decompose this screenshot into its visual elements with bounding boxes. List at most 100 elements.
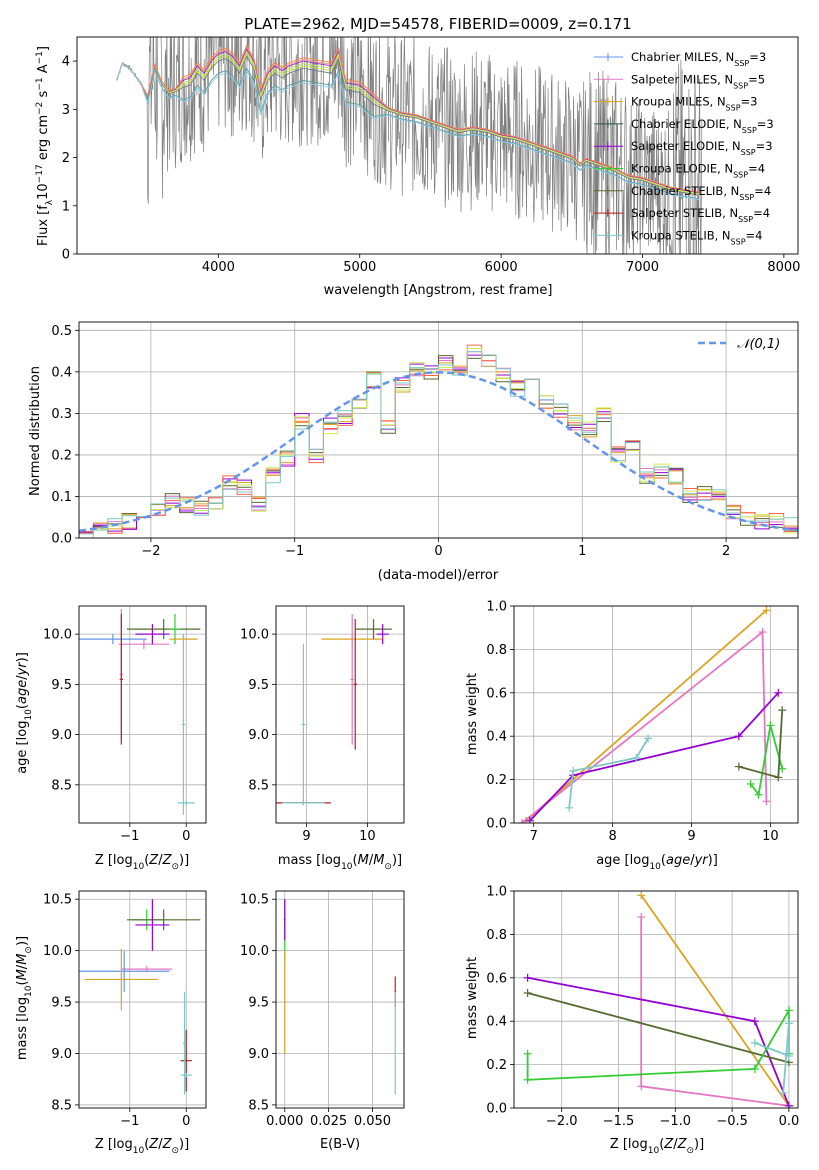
model-curve [116, 52, 700, 195]
residuals-xlabel: (data-model)/error [378, 568, 499, 583]
axes-frame [78, 890, 207, 1109]
x-tick-label: −2 [141, 544, 160, 559]
spectrum-legend: Chabrier MILES, NSSP=3 Salpeter MILES, NS… [594, 50, 774, 246]
legend-label: Salpeter STELIB, NSSP=4 [631, 206, 770, 224]
gauss-legend-label: 𝒩(0,1) [737, 337, 780, 352]
axes-frame [76, 36, 799, 255]
legend-subscript: SSP [733, 81, 748, 90]
y-tick-label: 1.0 [486, 885, 507, 900]
y-tick-label: 0.5 [51, 324, 72, 339]
y-tick-label: 8.5 [51, 778, 72, 793]
legend-subscript: SSP [734, 59, 749, 68]
legend-count: =4 [746, 228, 763, 242]
legend-subscript: SSP [738, 215, 753, 224]
x-tick-label: −1 [120, 1114, 139, 1129]
x-tick-label: 7000 [626, 260, 659, 275]
y-tick-label: 9.0 [248, 728, 269, 743]
mass-weight-vs-age-ylabel: mass weight [465, 673, 480, 755]
y-tick-label: 4 [62, 55, 70, 70]
residuals-clip-group [79, 344, 798, 538]
y-tick-label: 8.5 [248, 1098, 269, 1113]
spectrum-xlabel: wavelength [Angstrom, rest frame] [324, 283, 553, 298]
legend-label: Chabrier MILES, NSSP=3 [631, 50, 766, 68]
x-tick-label: 10 [762, 829, 779, 844]
x-tick-label: 1 [578, 544, 586, 559]
y-tick-label: 9.0 [51, 728, 72, 743]
age-vs-z-ylabel: age [log10(age/yr)] [15, 652, 34, 774]
axes-frame [513, 605, 799, 824]
y-tick-label: 0.6 [486, 971, 507, 986]
axes-frame [78, 605, 207, 824]
errorbar-clip-group [283, 899, 397, 1095]
weight-series-line [640, 917, 790, 1107]
legend-count: =3 [749, 50, 766, 64]
y-tick-label: 0.0 [51, 532, 72, 547]
y-tick-label: 0.4 [486, 730, 507, 745]
y-tick-label: 10.0 [240, 944, 269, 959]
mass-vs-z-xlabel: Z [log10(Z/Z⊙)] [95, 1137, 189, 1156]
y-tick-label: 8.5 [248, 778, 269, 793]
y-tick-label: 9.5 [248, 678, 269, 693]
residuals-plot-area: −2 −1 0 1 2 0.0 0.1 0.2 0.3 0.4 0.5 [51, 321, 799, 559]
y-tick-label: 1 [62, 199, 70, 214]
y-tick-label: 10.5 [43, 893, 72, 908]
age-vs-z-xlabel: Z [log10(Z/Z⊙)] [95, 853, 189, 872]
line-clip-group [523, 891, 793, 1108]
x-tick-label: 4000 [202, 260, 235, 275]
legend-count: =4 [753, 206, 770, 220]
legend-subscript: SSP [741, 148, 756, 157]
spectrum-ylabel: Flux [fλ10−17 erg cm−2 s−1 A−1] [35, 46, 55, 246]
mass-weight-vs-age-xlabel: age [log10(age/yr)] [596, 853, 718, 872]
line-clip-group [517, 606, 787, 823]
x-tick-label: 5000 [343, 260, 376, 275]
weight-series-line [754, 1023, 790, 1093]
x-tick-label: 0.050 [354, 1114, 391, 1129]
gaussian-curve [79, 371, 798, 532]
y-tick-label: 10.0 [43, 628, 72, 643]
errorbar-clip-group [276, 614, 392, 805]
y-tick-label: 10.0 [43, 944, 72, 959]
errorbar-clip-group [79, 609, 201, 815]
legend-label: Kroupa ELODIE, NSSP=4 [631, 162, 765, 180]
mass-vs-ebv-xlabel: E(B-V) [320, 1137, 360, 1152]
mass-vs-ebv-panel: 0.000 0.025 0.050 8.5 9.0 9.5 10.0 10.5 [240, 890, 405, 1129]
age-vs-mass-xlabel: mass [log10(M/M⊙)] [278, 853, 402, 872]
legend-label: Chabrier ELODIE, NSSP=3 [631, 117, 774, 134]
y-tick-label: 0.4 [486, 1015, 507, 1030]
x-tick-label: 0 [434, 544, 442, 559]
x-tick-label: 8000 [767, 260, 800, 275]
x-tick-label: 10 [359, 829, 376, 844]
y-tick-label: 0.6 [486, 686, 507, 701]
figure-title: PLATE=2962, MJD=54578, FIBERID=0009, z=0… [244, 15, 631, 33]
legend-subscript: SSP [726, 103, 741, 112]
x-tick-label: 8 [608, 829, 616, 844]
y-tick-label: 10.5 [240, 893, 269, 908]
weight-series-line [749, 725, 784, 798]
y-tick-label: 0 [62, 248, 70, 263]
weight-series-line [527, 976, 790, 1107]
x-tick-label: −1.0 [660, 1114, 692, 1129]
mass-vs-z-panel: −1 0 8.5 9.0 9.5 10.0 10.5 [43, 890, 207, 1129]
weight-series-line [568, 737, 649, 808]
y-tick-label: 2 [62, 151, 70, 166]
x-tick-label: 0.000 [266, 1114, 303, 1129]
x-tick-label: −1.5 [603, 1114, 635, 1129]
y-tick-label: 0.8 [486, 928, 507, 943]
legend-count: =3 [757, 117, 774, 131]
x-tick-label: 0 [182, 829, 190, 844]
y-tick-label: 3 [62, 103, 70, 118]
mass-weight-vs-z-panel: −2.0 −1.5 −1.0 −0.5 0.0 0.0 0.2 0.4 0.6 0.8 1.0 [486, 885, 799, 1130]
y-tick-label: 0.8 [486, 643, 507, 658]
y-tick-label: 0.0 [486, 817, 507, 832]
mass-weight-vs-z-ylabel: mass weight [465, 957, 480, 1039]
y-tick-label: 9.0 [248, 1047, 269, 1062]
y-tick-label: 8.5 [51, 1098, 72, 1113]
y-tick-label: 0.2 [486, 1058, 507, 1073]
axes-frame [78, 321, 799, 539]
x-tick-label: −1 [120, 829, 139, 844]
mass-weight-vs-age-panel: 7 8 9 10 0.0 0.2 0.4 0.6 0.8 1.0 [486, 600, 799, 844]
axes-frame [275, 890, 405, 1109]
y-tick-label: 10.0 [240, 628, 269, 643]
model-curve [116, 44, 700, 193]
axes-frame [275, 605, 405, 824]
